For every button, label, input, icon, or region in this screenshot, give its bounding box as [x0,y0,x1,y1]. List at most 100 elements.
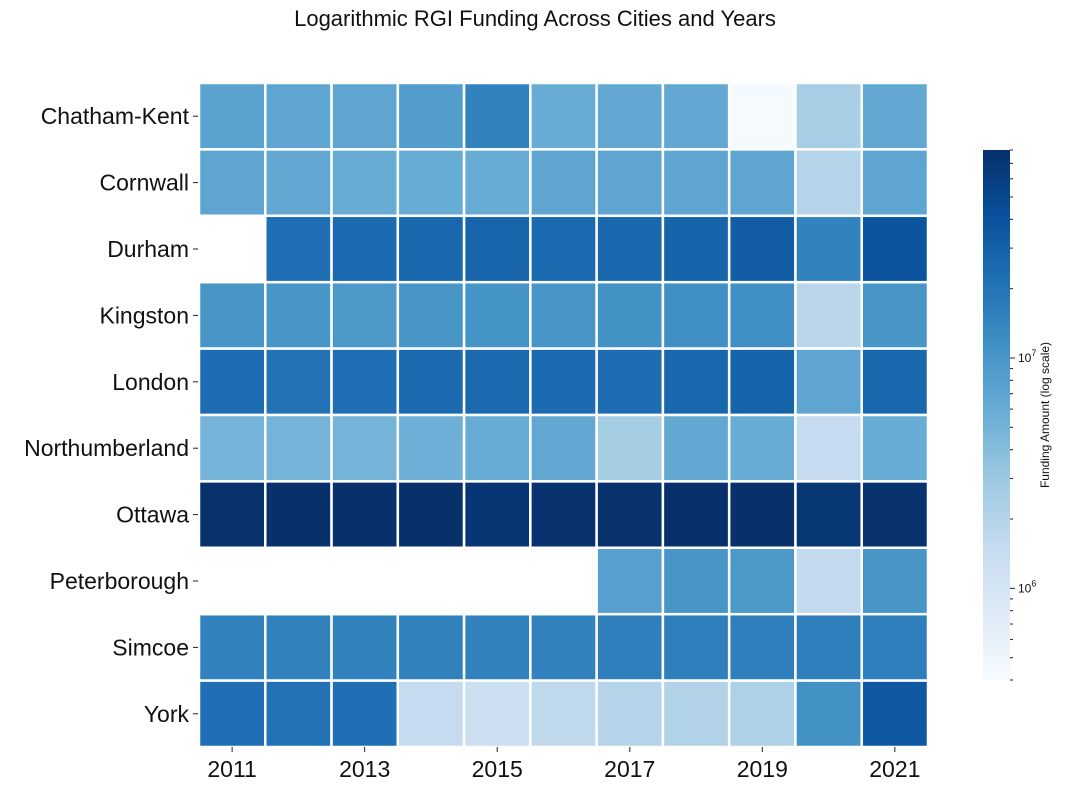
x-tick-label: 2013 [339,756,390,782]
heatmap-cell [396,480,466,550]
y-tick-label: Kingston [99,302,189,328]
heatmap-cell [860,679,930,749]
y-tick-label: London [112,369,189,395]
x-tick-label: 2021 [869,756,920,782]
heatmap-cell [661,347,731,417]
heatmap-cell [462,81,532,151]
colorbar-tick-label: 107 [1018,348,1036,365]
heatmap-cell [595,81,665,151]
heatmap-cell [264,81,333,151]
heatmap-cell [197,480,267,550]
heatmap-cells [197,81,930,749]
heatmap-cell [595,480,665,550]
heatmap-cell [595,280,665,350]
heatmap-cell [794,347,863,417]
y-tick-label: Northumberland [24,435,189,461]
heatmap-cell [529,546,598,616]
x-tick-label: 2015 [472,756,523,782]
heatmap-cell [396,214,466,284]
heatmap-cell [462,214,532,284]
heatmap-cell [860,214,930,284]
heatmap-cell [197,413,267,483]
heatmap-cell [727,413,797,483]
heatmap-cell [197,679,267,749]
heatmap-cell [264,148,333,218]
heatmap-cell [860,480,930,550]
heatmap-cell [330,480,400,550]
y-axis: Chatham-Kent Cornwall Durham Kingston London… [24,103,198,727]
heatmap-cell [661,546,731,616]
heatmap-cell [860,280,930,350]
heatmap-cell [794,214,863,284]
heatmap-cell [529,679,598,749]
heatmap-cell [661,480,731,550]
heatmap-cell [462,612,532,682]
y-tick-label: Durham [107,236,189,262]
heatmap-cell [197,81,267,151]
colorbar-gradient [983,150,1010,680]
y-tick-label: Chatham-Kent [41,103,190,129]
heatmap-cell [462,280,532,350]
heatmap-cell [330,81,400,151]
heatmap-cell [330,679,400,749]
heatmap-cell [727,480,797,550]
heatmap-cell [860,347,930,417]
heatmap-cell [794,148,863,218]
heatmap-cell [794,480,863,550]
heatmap-cell [661,81,731,151]
heatmap-cell [727,81,797,151]
heatmap-cell [529,480,598,550]
heatmap-cell [462,546,532,616]
heatmap-cell [396,679,466,749]
heatmap-cell [661,214,731,284]
heatmap-cell [529,81,598,151]
colorbar: 106 107 [983,149,1036,681]
heatmap-cell [462,347,532,417]
heatmap-cell [727,280,797,350]
heatmap-cell [462,480,532,550]
heatmap-cell [197,546,267,616]
x-tick-label: 2019 [737,756,788,782]
y-tick-label: York [144,701,190,727]
heatmap-cell [264,347,333,417]
heatmap-cell [727,546,797,616]
heatmap-cell [396,612,466,682]
x-tick-label: 2017 [604,756,655,782]
y-tick-label: Simcoe [112,634,189,660]
heatmap-cell [595,612,665,682]
heatmap-cell [529,347,598,417]
y-tick-label: Ottawa [116,502,189,528]
heatmap-cell [595,546,665,616]
heatmap-cell [794,679,863,749]
heatmap-cell [264,280,333,350]
heatmap-cell [661,612,731,682]
heatmap-cell [727,214,797,284]
heatmap-cell [264,480,333,550]
heatmap-cell [661,280,731,350]
heatmap-cell [595,413,665,483]
colorbar-label: Funding Amount (log scale) [1038,341,1052,489]
heatmap-cell [860,413,930,483]
heatmap-cell [396,81,466,151]
heatmap-cell [727,347,797,417]
heatmap-cell [462,148,532,218]
heatmap-cell [529,413,598,483]
heatmap-cell [794,612,863,682]
x-axis: 2011 2013 2015 2017 2019 2021 [207,747,920,782]
heatmap-cell [595,214,665,284]
heatmap-cell [330,347,400,417]
y-tick-label: Cornwall [100,170,189,196]
heatmap-cell [529,148,598,218]
heatmap-cell [264,413,333,483]
x-tick-label: 2011 [207,756,256,782]
heatmap-cell [794,413,863,483]
heatmap-cell [396,546,466,616]
heatmap-cell [330,148,400,218]
heatmap-cell [595,679,665,749]
heatmap-cell [462,679,532,749]
heatmap-cell [794,546,863,616]
heatmap-cell [197,214,267,284]
heatmap-cell [727,612,797,682]
heatmap-cell [661,679,731,749]
